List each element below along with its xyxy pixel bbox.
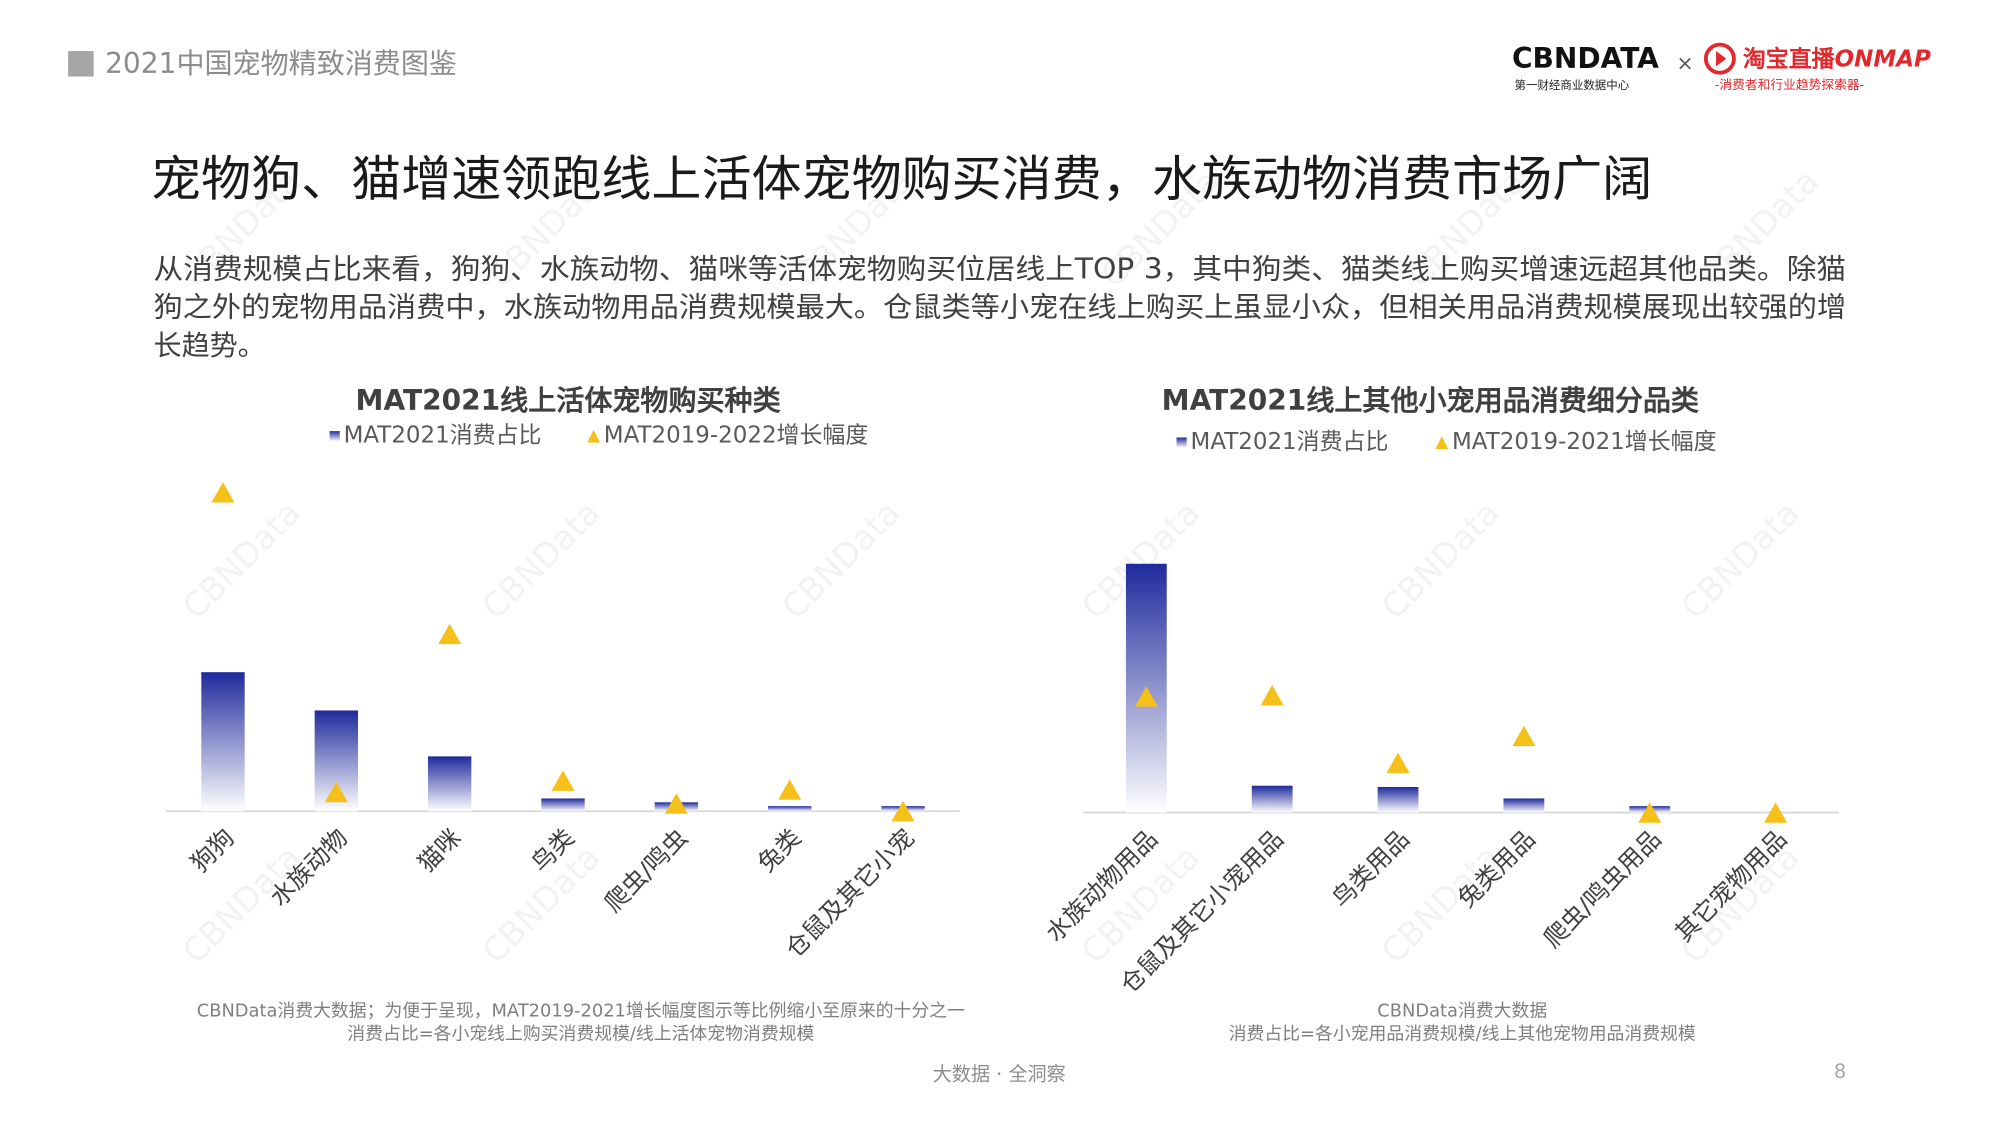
chart-note: CBNData消费大数据；为便于呈现，MAT2019-2021增长幅度图示等比例… bbox=[197, 1000, 965, 1021]
triangle-marker bbox=[891, 801, 915, 822]
triangle-marker bbox=[1134, 686, 1158, 707]
legend-label: MAT2021消费占比 bbox=[344, 423, 542, 449]
header-square bbox=[68, 51, 94, 77]
triangle-marker bbox=[664, 793, 688, 814]
triangle-marker bbox=[1764, 802, 1788, 823]
legend-label: MAT2021消费占比 bbox=[1191, 429, 1389, 455]
watermark: CBNData bbox=[1374, 493, 1508, 627]
logo-cross: × bbox=[1677, 51, 1694, 75]
description-line: 狗之外的宠物用品消费中，水族动物用品消费规模最大。仓鼠类等小宠在线上购买上虽显小… bbox=[154, 291, 1847, 324]
triangle-marker bbox=[438, 623, 462, 645]
bar bbox=[201, 672, 245, 812]
headline: 宠物狗、猫增速领跑线上活体宠物购买消费，水族动物消费市场广阔 bbox=[151, 151, 1652, 207]
x-tick-label: 兔类 bbox=[752, 824, 806, 878]
x-tick-label: 猫咪 bbox=[412, 824, 466, 878]
chart-title: MAT2021线上其他小宠用品消费细分品类 bbox=[1162, 384, 1700, 417]
x-tick-label: 爬虫/鸣虫 bbox=[599, 824, 693, 918]
triangle-marker bbox=[1260, 684, 1284, 706]
logo-play-triangle bbox=[1716, 51, 1727, 67]
chart: MAT2021线上活体宠物购买种类 MAT2021消费占比 MAT2019-2022… bbox=[166, 384, 965, 1044]
logo-cbndata: CBNDATA bbox=[1512, 42, 1659, 75]
description: 从消费规模占比来看，狗狗、水族动物、猫咪等活体宠物购买位居线上TOP 3，其中狗… bbox=[154, 252, 1847, 362]
bar bbox=[541, 798, 585, 812]
legend-label: MAT2019-2022增长幅度 bbox=[604, 423, 869, 449]
legend-swatch bbox=[1176, 437, 1187, 448]
logo-play-icon bbox=[1703, 42, 1736, 75]
legend-swatch bbox=[1435, 436, 1449, 449]
x-tick-label: 狗狗 bbox=[186, 824, 240, 878]
watermark: CBNData bbox=[1673, 493, 1807, 627]
triangle-marker bbox=[551, 770, 575, 791]
logo-cbndata-sub: 第一财经商业数据中心 bbox=[1515, 78, 1630, 92]
logo-taobao: 淘宝直播 bbox=[1743, 45, 1836, 72]
triangle-marker bbox=[1386, 752, 1410, 773]
legend-swatch bbox=[587, 429, 600, 443]
triangle-marker bbox=[778, 779, 802, 800]
charts: MAT2021线上活体宠物购买种类 MAT2021消费占比 MAT2019-2022… bbox=[166, 384, 1839, 1044]
triangle-marker bbox=[1638, 802, 1662, 823]
description-line: 长趋势。 bbox=[154, 329, 266, 362]
report-title: 2021中国宠物精致消费图鉴 bbox=[105, 47, 457, 80]
chart-note: 消费占比=各小宠用品消费规模/线上其他宠物用品消费规模 bbox=[1229, 1023, 1696, 1044]
triangle-marker bbox=[211, 482, 235, 503]
x-tick-label: 爬虫/鸣虫用品 bbox=[1538, 825, 1666, 953]
chart-note: 消费占比=各小宠线上购买消费规模/线上活体宠物消费规模 bbox=[347, 1023, 814, 1044]
chart-title: MAT2021线上活体宠物购买种类 bbox=[356, 384, 782, 417]
triangle-marker bbox=[324, 781, 348, 803]
x-tick-label: 鸟类用品 bbox=[1327, 825, 1415, 913]
footer-tagline: 大数据 · 全洞察 bbox=[933, 1063, 1066, 1086]
watermark: CBNData bbox=[175, 493, 309, 627]
watermark: CBNData bbox=[774, 493, 908, 627]
bar bbox=[1251, 785, 1293, 813]
bar bbox=[427, 756, 472, 812]
triangle-marker bbox=[1512, 725, 1536, 747]
logo-onmap: ONMAP bbox=[1835, 46, 1931, 72]
page-number: 8 bbox=[1834, 1060, 1846, 1083]
legend-label: MAT2019-2021增长幅度 bbox=[1452, 429, 1717, 455]
bar bbox=[1503, 798, 1545, 813]
watermark: CBNData bbox=[474, 493, 608, 627]
description-line: 从消费规模占比来看，狗狗、水族动物、猫咪等活体宠物购买位居线上TOP 3，其中狗… bbox=[154, 252, 1847, 285]
chart-note: CBNData消费大数据 bbox=[1377, 1000, 1547, 1021]
bar bbox=[1377, 786, 1419, 813]
logo-onmap-sub: -消费者和行业趋势探索器- bbox=[1715, 77, 1864, 93]
legend-swatch bbox=[329, 431, 340, 442]
bar bbox=[767, 806, 812, 812]
